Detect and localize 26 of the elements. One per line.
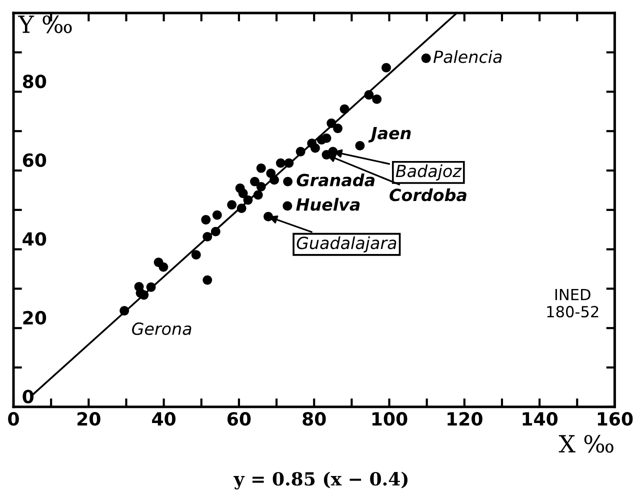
x-axis-title: X ‰ bbox=[558, 434, 614, 453]
annotation: INED 180-52 bbox=[547, 288, 598, 318]
x-tick-label: 20 bbox=[78, 412, 100, 426]
y-tick-label: 80 bbox=[22, 74, 46, 88]
annotation: Badajoz bbox=[396, 164, 462, 181]
annotation: Cordoba bbox=[390, 188, 466, 202]
x-tick-label: 80 bbox=[302, 412, 326, 426]
text: y = 0.85 (x − 0.4) bbox=[234, 472, 408, 490]
annotation: Jaen bbox=[368, 127, 411, 143]
y-tick-label: 0 bbox=[22, 390, 34, 404]
x-tick-label: 160 bbox=[598, 412, 633, 426]
x-tick-label: 0 bbox=[8, 412, 19, 426]
x-tick-label: 60 bbox=[228, 412, 251, 426]
annotation: Granada bbox=[296, 173, 375, 186]
x-tick-label: 40 bbox=[152, 412, 176, 426]
y-tick-label: 20 bbox=[23, 310, 46, 325]
y-axis-title: Y ‰ bbox=[18, 15, 72, 34]
annotation: Guadalajara bbox=[296, 236, 396, 252]
annotation: Huelva bbox=[296, 198, 360, 211]
annotation: Palencia bbox=[433, 50, 502, 64]
x-tick-label: 120 bbox=[448, 412, 482, 426]
y-tick-label: 60 bbox=[22, 153, 46, 168]
x-tick-label: 140 bbox=[522, 412, 558, 426]
annotation: Gerona bbox=[132, 322, 192, 336]
y-tick-label: 40 bbox=[22, 232, 46, 246]
x-tick-label: 100 bbox=[372, 412, 408, 426]
